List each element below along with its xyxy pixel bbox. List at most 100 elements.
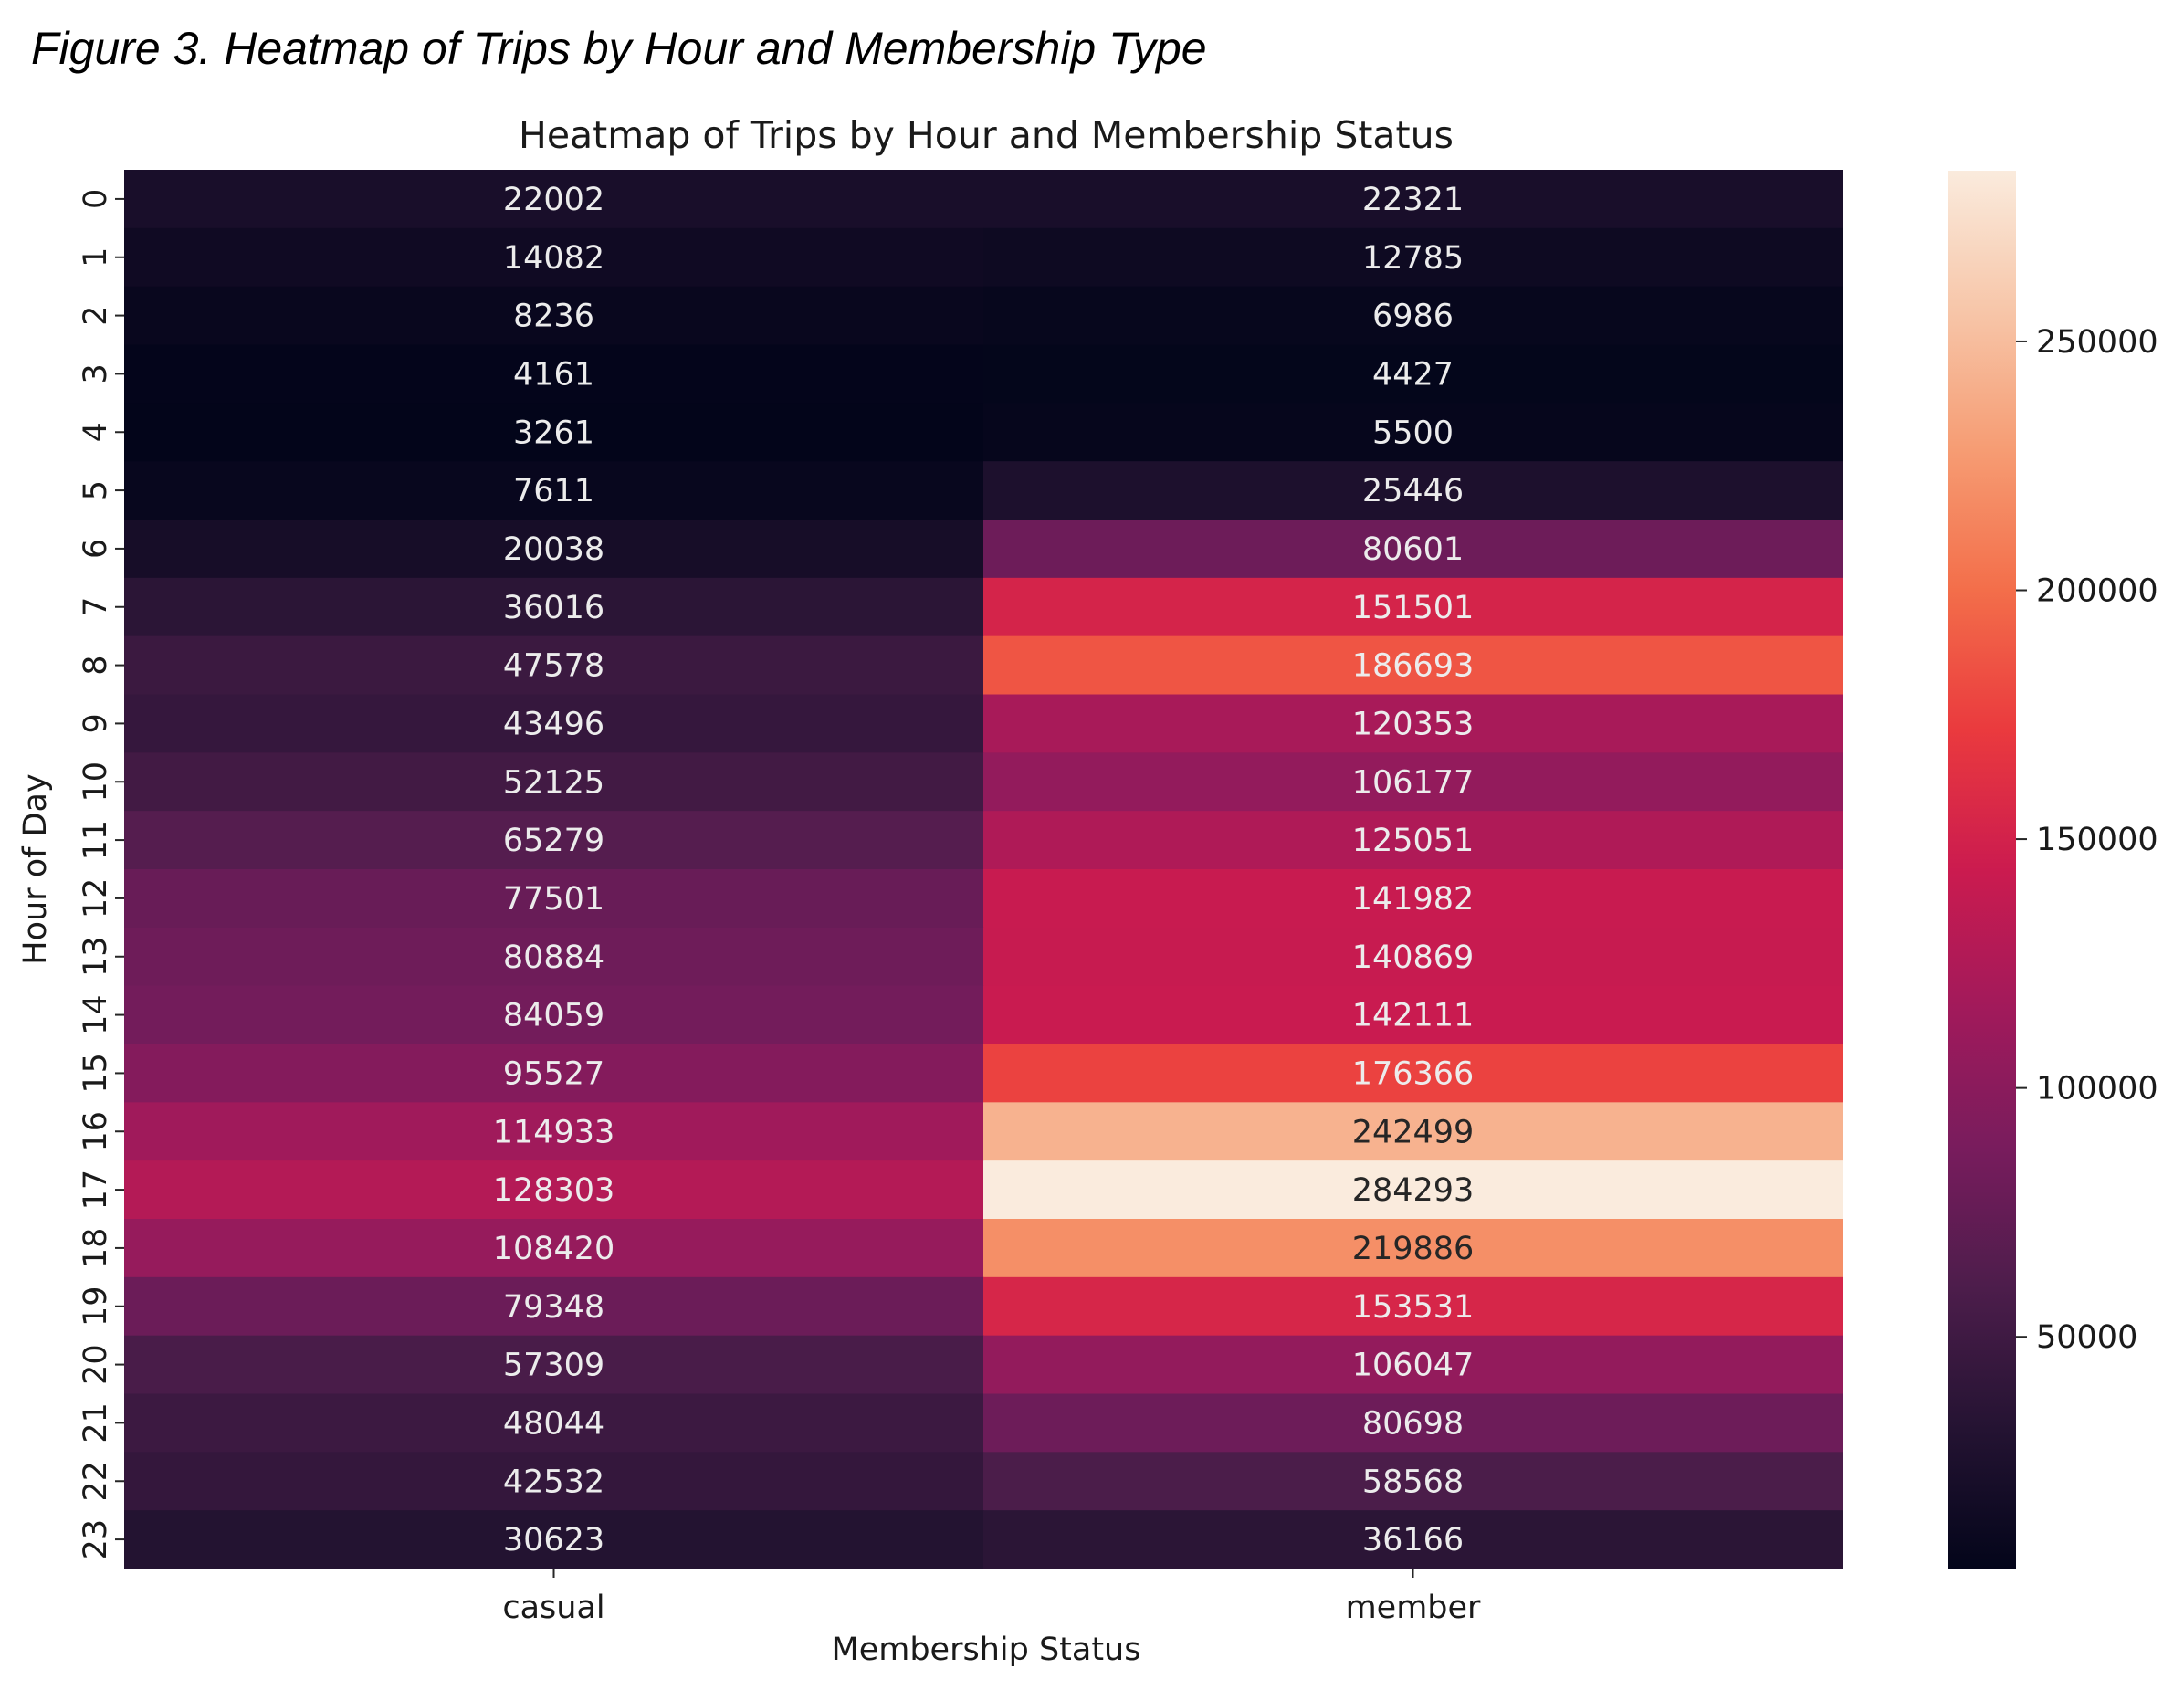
- cell-value-label: 4427: [1372, 356, 1454, 393]
- heatmap-cell-casual-hour-10: [124, 752, 984, 812]
- y-tick-label: 23: [78, 1519, 114, 1560]
- cell-value-label: 120353: [1352, 706, 1475, 742]
- heatmap-cell-member-hour-21: [983, 1393, 1843, 1453]
- colorbar-tick-label: 100000: [2036, 1071, 2158, 1107]
- y-tick-label: 21: [78, 1402, 114, 1443]
- colorbar: [1948, 171, 2016, 1569]
- cell-value-label: 151501: [1352, 590, 1475, 626]
- y-tick-label: 20: [78, 1344, 114, 1385]
- figure-caption: Figure 3. Heatmap of Trips by Hour and M…: [31, 23, 1207, 74]
- y-tick-label: 8: [78, 655, 114, 675]
- heatmap-cell-member-hour-8: [983, 635, 1843, 696]
- cell-value-label: 25446: [1362, 473, 1464, 509]
- cell-value-label: 106177: [1352, 764, 1475, 801]
- heatmap-cell-casual-hour-21: [124, 1393, 984, 1453]
- cell-value-label: 219886: [1352, 1231, 1475, 1267]
- cell-value-label: 3261: [513, 415, 594, 451]
- heatmap-cell-casual-hour-14: [124, 985, 984, 1045]
- heatmap-cell-member-hour-18: [983, 1219, 1843, 1278]
- cell-value-label: 43496: [503, 706, 604, 742]
- cell-value-label: 114933: [493, 1114, 615, 1150]
- heatmap-cell-casual-hour-20: [124, 1335, 984, 1395]
- heatmap-cells: [124, 170, 1843, 1569]
- y-tick-label: 2: [78, 305, 114, 325]
- y-tick-label: 0: [78, 189, 114, 209]
- cell-value-label: 14082: [503, 240, 604, 277]
- heatmap-cell-member-hour-10: [983, 752, 1843, 812]
- cell-value-label: 80698: [1362, 1405, 1464, 1442]
- cell-value-label: 8236: [513, 299, 594, 335]
- y-tick-label: 18: [78, 1228, 114, 1269]
- colorbar-tick-label: 150000: [2036, 822, 2158, 858]
- cell-value-label: 58568: [1362, 1464, 1464, 1500]
- cell-value-label: 22321: [1362, 182, 1464, 218]
- cell-value-label: 57309: [503, 1348, 604, 1384]
- cell-value-label: 141982: [1352, 881, 1475, 918]
- colorbar-tick-label: 200000: [2036, 573, 2158, 610]
- y-tick-label: 6: [78, 539, 114, 559]
- y-tick-label: 17: [78, 1170, 114, 1211]
- y-tick-label: 14: [78, 994, 114, 1035]
- heatmap-cell-member-hour-11: [983, 811, 1843, 870]
- cell-value-label: 42532: [503, 1464, 604, 1500]
- heatmap-cell-member-hour-2: [983, 286, 1843, 346]
- heatmap-cell-member-hour-22: [983, 1452, 1843, 1511]
- cell-value-label: 4161: [513, 356, 594, 393]
- heatmap-cell-member-hour-7: [983, 577, 1843, 637]
- cell-value-label: 140869: [1352, 939, 1475, 976]
- heatmap-cell-casual-hour-13: [124, 927, 984, 987]
- cell-value-label: 95527: [503, 1055, 604, 1092]
- x-tick-label: member: [1346, 1590, 1481, 1626]
- cell-value-label: 48044: [503, 1405, 604, 1442]
- heatmap-cell-casual-hour-2: [124, 286, 984, 346]
- heatmap-cell-casual-hour-7: [124, 577, 984, 637]
- cell-value-label: 36166: [1362, 1522, 1464, 1559]
- cell-value-label: 30623: [503, 1522, 604, 1559]
- heatmap-cell-member-hour-16: [983, 1102, 1843, 1161]
- heatmap-cell-casual-hour-1: [124, 227, 984, 288]
- cell-value-label: 20038: [503, 531, 604, 568]
- heatmap-cell-labels: 22002 22321 14082 12785 8236 6986 4161 4427 3261…: [493, 182, 1475, 1559]
- y-tick-label: 4: [78, 422, 114, 442]
- cell-value-label: 65279: [503, 823, 604, 859]
- y-tick-label: 11: [78, 820, 114, 861]
- cell-value-label: 36016: [503, 590, 604, 626]
- heatmap-cell-member-hour-3: [983, 344, 1843, 404]
- heatmap-cell-casual-hour-9: [124, 694, 984, 753]
- heatmap-cell-casual-hour-3: [124, 344, 984, 404]
- heatmap-cell-member-hour-14: [983, 985, 1843, 1045]
- heatmap-cell-member-hour-5: [983, 461, 1843, 520]
- heatmap-cell-casual-hour-8: [124, 635, 984, 696]
- colorbar-tick-label: 250000: [2036, 324, 2158, 361]
- y-tick-label: 1: [78, 247, 114, 268]
- heatmap-cell-member-hour-15: [983, 1044, 1843, 1103]
- x-axis: casual member: [502, 1569, 1481, 1626]
- cell-value-label: 125051: [1352, 823, 1475, 859]
- cell-value-label: 186693: [1352, 648, 1475, 685]
- cell-value-label: 80601: [1362, 531, 1464, 568]
- x-axis-label: Membership Status: [832, 1632, 1141, 1668]
- heatmap-cell-casual-hour-4: [124, 403, 984, 462]
- cell-value-label: 47578: [503, 648, 604, 685]
- heatmap-cell-member-hour-6: [983, 520, 1843, 579]
- cell-value-label: 106047: [1352, 1348, 1475, 1384]
- y-tick-label: 7: [78, 597, 114, 617]
- cell-value-label: 108420: [493, 1231, 615, 1267]
- heatmap-cell-casual-hour-16: [124, 1102, 984, 1161]
- heatmap-cell-casual-hour-15: [124, 1044, 984, 1103]
- cell-value-label: 153531: [1352, 1289, 1475, 1326]
- heatmap-cell-member-hour-17: [983, 1160, 1843, 1220]
- heatmap-cell-casual-hour-6: [124, 520, 984, 579]
- chart-title: Heatmap of Trips by Hour and Membership …: [519, 113, 1454, 157]
- cell-value-label: 22002: [503, 182, 604, 218]
- cell-value-label: 84059: [503, 998, 604, 1034]
- cell-value-label: 79348: [503, 1289, 604, 1326]
- y-tick-label: 19: [78, 1286, 114, 1327]
- heatmap-cell-member-hour-19: [983, 1276, 1843, 1337]
- y-tick-label: 13: [78, 936, 114, 977]
- cell-value-label: 77501: [503, 881, 604, 918]
- colorbar-tick-label: 50000: [2036, 1319, 2137, 1356]
- heatmap-cell-member-hour-20: [983, 1335, 1843, 1395]
